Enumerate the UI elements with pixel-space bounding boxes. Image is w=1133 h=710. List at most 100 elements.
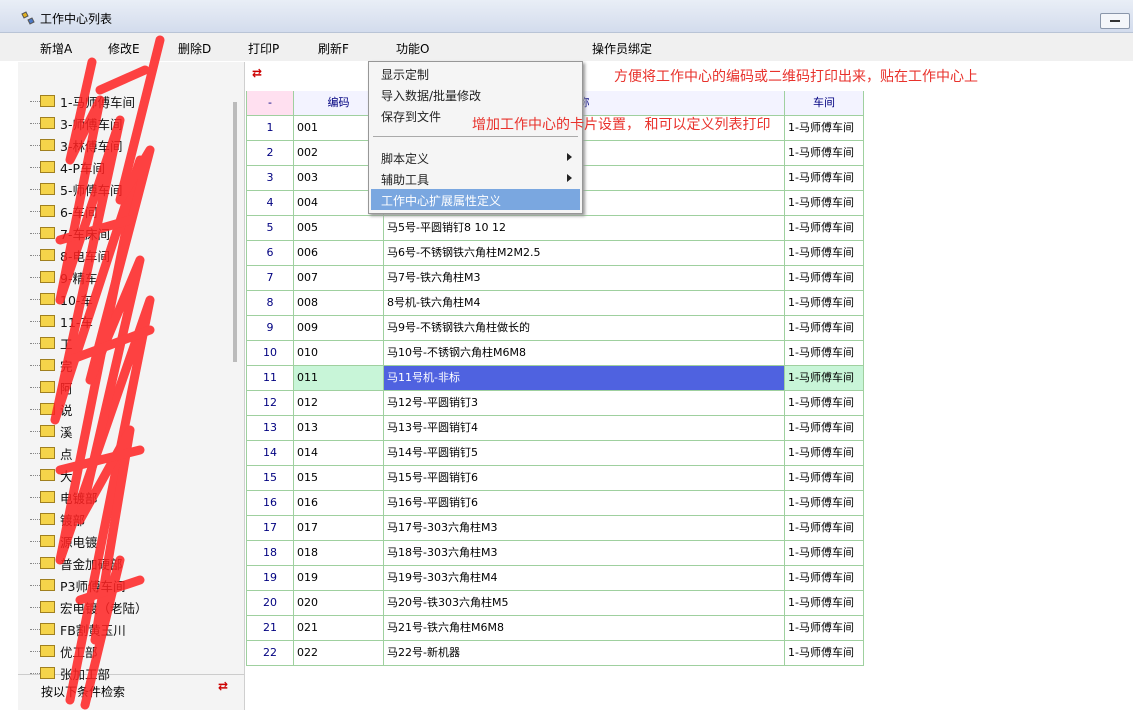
table-cell[interactable]: 018: [294, 541, 384, 566]
table-cell[interactable]: [384, 116, 785, 141]
tree-item[interactable]: 7-车床间: [60, 227, 110, 242]
table-cell[interactable]: 1-马师傅车间: [785, 616, 864, 641]
row-number[interactable]: 12: [246, 391, 294, 416]
row-number[interactable]: 2: [246, 141, 294, 166]
table-cell[interactable]: 马9号-不锈钢铁六角柱做长的: [384, 316, 785, 341]
table-cell[interactable]: 013: [294, 416, 384, 441]
table-cell[interactable]: 1-马师傅车间: [785, 391, 864, 416]
toolbar-button[interactable]: 删除D: [178, 42, 212, 56]
toolbar-button[interactable]: 新增A: [40, 42, 73, 56]
table-cell[interactable]: 1-马师傅车间: [785, 491, 864, 516]
tree-item[interactable]: 优工部: [60, 645, 98, 660]
search-label[interactable]: 按以下条件检索: [41, 685, 126, 699]
tree-item[interactable]: 阿: [60, 381, 73, 396]
table-cell[interactable]: 1-马师傅车间: [785, 291, 864, 316]
menu-item[interactable]: 辅助工具: [381, 173, 430, 187]
table-cell[interactable]: 1-马师傅车间: [785, 541, 864, 566]
table-cell[interactable]: 016: [294, 491, 384, 516]
table-cell[interactable]: 1-马师傅车间: [785, 166, 864, 191]
row-number[interactable]: 7: [246, 266, 294, 291]
tree-item[interactable]: P3师傅车间: [60, 579, 126, 594]
tree-item[interactable]: 6-车间: [60, 205, 98, 220]
table-cell[interactable]: 1-马师傅车间: [785, 191, 864, 216]
table-cell[interactable]: 017: [294, 516, 384, 541]
minimize-button[interactable]: [1100, 13, 1130, 29]
tree-item[interactable]: 3-林傅车间: [60, 139, 123, 154]
row-number[interactable]: 3: [246, 166, 294, 191]
table-cell[interactable]: 马13号-平圆销钉4: [384, 416, 785, 441]
table-cell[interactable]: 014: [294, 441, 384, 466]
table-cell[interactable]: 1-马师傅车间: [785, 516, 864, 541]
row-number[interactable]: 19: [246, 566, 294, 591]
row-number[interactable]: 1: [246, 116, 294, 141]
row-number[interactable]: 16: [246, 491, 294, 516]
row-number[interactable]: 8: [246, 291, 294, 316]
row-number[interactable]: 21: [246, 616, 294, 641]
menu-item[interactable]: 保存到文件: [381, 110, 442, 124]
table-cell[interactable]: 马6号-不锈钢铁六角柱M2M2.5: [384, 241, 785, 266]
tree-item[interactable]: 大: [60, 469, 73, 484]
row-number[interactable]: 17: [246, 516, 294, 541]
table-cell[interactable]: 1-马师傅车间: [785, 316, 864, 341]
tree-item[interactable]: 4-P车间: [60, 161, 106, 176]
table-cell[interactable]: 008: [294, 291, 384, 316]
table-cell[interactable]: 020: [294, 591, 384, 616]
table-cell[interactable]: 1-马师傅车间: [785, 341, 864, 366]
table-cell[interactable]: 马21号-铁六角柱M6M8: [384, 616, 785, 641]
toolbar-button[interactable]: 打印P: [248, 42, 280, 56]
row-number[interactable]: 14: [246, 441, 294, 466]
table-cell[interactable]: 马22号-新机器: [384, 641, 785, 666]
table-cell[interactable]: 022: [294, 641, 384, 666]
tree-item[interactable]: 9-精车: [60, 271, 98, 286]
row-number[interactable]: 20: [246, 591, 294, 616]
table-cell[interactable]: 1-马师傅车间: [785, 241, 864, 266]
table-cell[interactable]: 马10号-不锈钢六角柱M6M8: [384, 341, 785, 366]
table-cell[interactable]: 012: [294, 391, 384, 416]
table-cell[interactable]: 马16号-平圆销钉6: [384, 491, 785, 516]
table-cell[interactable]: [384, 166, 785, 191]
tree-item[interactable]: 电镀部: [60, 491, 98, 506]
tree-item[interactable]: 3-师傅车间: [60, 117, 123, 132]
table-cell[interactable]: 1-马师傅车间: [785, 441, 864, 466]
table-cell[interactable]: 马14号-平圆销钉5: [384, 441, 785, 466]
tree-item[interactable]: FB割黄玉川: [60, 623, 126, 638]
tree-item[interactable]: 5-师傅车间: [60, 183, 123, 198]
row-number[interactable]: 15: [246, 466, 294, 491]
row-number[interactable]: 10: [246, 341, 294, 366]
row-number[interactable]: 5: [246, 216, 294, 241]
table-cell[interactable]: 1-马师傅车间: [785, 466, 864, 491]
table-cell[interactable]: 007: [294, 266, 384, 291]
menu-item[interactable]: 工作中心扩展属性定义: [381, 194, 502, 208]
tree-item[interactable]: 普金加硬部: [60, 557, 123, 572]
table-cell[interactable]: 马20号-铁303六角柱M5: [384, 591, 785, 616]
toolbar-button[interactable]: 操作员绑定: [592, 42, 653, 56]
table-cell[interactable]: 马18号-303六角柱M3: [384, 541, 785, 566]
table-cell[interactable]: 006: [294, 241, 384, 266]
tree-item[interactable]: 1-马师傅车间: [60, 95, 135, 110]
table-cell[interactable]: 8号机-铁六角柱M4: [384, 291, 785, 316]
table-cell[interactable]: 马5号-平圆销钉8 10 12: [384, 216, 785, 241]
menu-item[interactable]: 显示定制: [381, 68, 430, 82]
tree-item[interactable]: 镀部: [60, 513, 86, 528]
tree-item[interactable]: 10-车: [60, 293, 93, 308]
tree-item[interactable]: 8-电车间: [60, 249, 110, 264]
table-cell[interactable]: 1-马师傅车间: [785, 591, 864, 616]
table-cell[interactable]: 009: [294, 316, 384, 341]
tree-item[interactable]: 说: [60, 403, 73, 418]
tree-item[interactable]: 溪: [60, 425, 73, 440]
table-cell[interactable]: 马17号-303六角柱M3: [384, 516, 785, 541]
table-cell[interactable]: 005: [294, 216, 384, 241]
row-number[interactable]: 13: [246, 416, 294, 441]
tree-item[interactable]: 点: [60, 447, 73, 462]
table-cell[interactable]: 021: [294, 616, 384, 641]
table-cell[interactable]: 015: [294, 466, 384, 491]
tree-item[interactable]: 张加工部: [60, 667, 111, 682]
table-cell[interactable]: 1-马师傅车间: [785, 566, 864, 591]
tree-item[interactable]: 源电镀: [60, 535, 98, 550]
swap-icon[interactable]: ⇄: [252, 66, 263, 80]
tree-item[interactable]: 完: [60, 359, 73, 374]
table-cell[interactable]: 马7号-铁六角柱M3: [384, 266, 785, 291]
table-cell[interactable]: 1-马师傅车间: [785, 416, 864, 441]
table-cell[interactable]: 1-马师傅车间: [785, 366, 864, 391]
table-cell[interactable]: 010: [294, 341, 384, 366]
